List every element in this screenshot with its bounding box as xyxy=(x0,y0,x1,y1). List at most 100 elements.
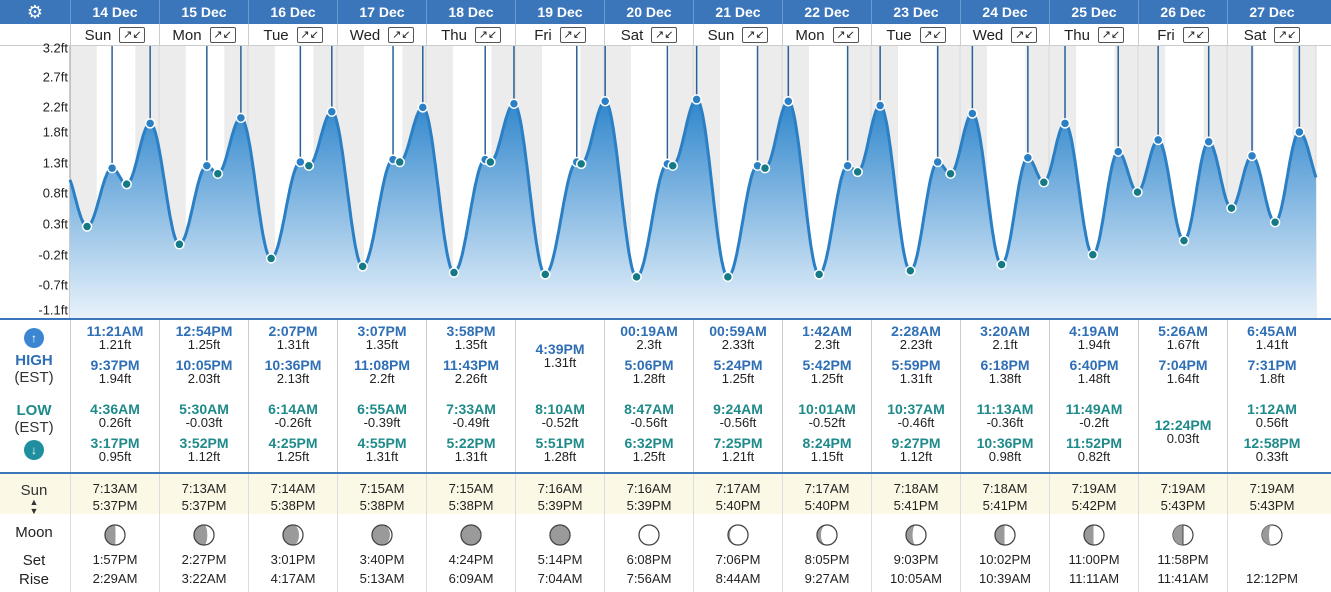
low-tide-point[interactable] xyxy=(394,156,405,168)
high-tide-point[interactable] xyxy=(326,106,338,117)
tide-column: 4:39PM 1.31ft 8:10AM -0.52ft 5:51PM 1.28ft xyxy=(515,320,604,474)
high-tide-entry: 12:54PM 1.25ft xyxy=(160,324,248,352)
high-tide-point[interactable] xyxy=(106,162,118,174)
sun-label: Sun xyxy=(20,482,48,499)
low-tide-point[interactable] xyxy=(1087,249,1099,260)
sunrise-time: 7:16AM xyxy=(537,481,583,496)
expand-icon[interactable]: ↗↙ xyxy=(1274,27,1301,43)
high-tide-point[interactable] xyxy=(417,102,429,113)
low-tide-point[interactable] xyxy=(485,156,496,168)
high-tide-point[interactable] xyxy=(144,118,156,129)
high-tide-point[interactable] xyxy=(932,156,943,168)
expand-icon[interactable]: ↗↙ xyxy=(1097,27,1124,43)
tide-column: 3:20AM 2.1ft 6:18PM 1.38ft 11:13AM -0.36ft 10:… xyxy=(960,320,1049,474)
low-tide-point[interactable] xyxy=(996,259,1007,270)
day-name: Sun xyxy=(84,26,112,44)
high-tide-point[interactable] xyxy=(1022,152,1034,163)
low-tide-point[interactable] xyxy=(121,178,132,190)
low-tide-point[interactable] xyxy=(448,267,460,278)
low-tide-point[interactable] xyxy=(357,261,368,272)
date-1: 14 Dec xyxy=(70,0,159,24)
low-tide-point[interactable] xyxy=(265,253,277,264)
expand-icon[interactable]: ↗↙ xyxy=(119,27,146,43)
high-tide-point[interactable] xyxy=(1059,118,1071,129)
moon-phase-icon xyxy=(371,524,393,546)
high-tide-point[interactable] xyxy=(1294,126,1305,138)
high-tide-height: 1.21ft xyxy=(98,337,132,352)
low-tide-point[interactable] xyxy=(1132,186,1143,198)
high-tide-point[interactable] xyxy=(1246,150,1258,162)
date-header: ⚙ 14 Dec 15 Dec 16 Dec 17 Dec 18 Dec 19 Dec 20… xyxy=(0,0,1331,24)
high-tide-point[interactable] xyxy=(295,156,306,168)
low-tide-entry: 10:36PM 0.98ft xyxy=(961,436,1049,464)
low-tide-point[interactable] xyxy=(945,168,956,179)
low-tide-point[interactable] xyxy=(905,265,916,276)
expand-icon[interactable]: ↗↙ xyxy=(919,27,946,43)
low-tide-height: -0.36ft xyxy=(986,415,1024,430)
high-tide-time: 6:45AM xyxy=(1247,323,1297,339)
sun-column: 7:16AM 5:39PM xyxy=(515,474,604,516)
low-tide-point[interactable] xyxy=(1226,202,1237,214)
high-tide-point[interactable] xyxy=(1112,146,1124,157)
high-tide-point[interactable] xyxy=(1203,136,1214,148)
sunset-time: 5:42PM xyxy=(1071,498,1117,513)
low-tide-point[interactable] xyxy=(667,160,678,171)
expand-icon[interactable]: ↗↙ xyxy=(474,27,501,43)
low-tide-point[interactable] xyxy=(1178,235,1190,246)
tide-column: 3:58PM 1.35ft 11:43PM 2.26ft 7:33AM -0.49ft 5:… xyxy=(426,320,515,474)
expand-icon[interactable]: ↗↙ xyxy=(651,27,678,43)
sunset-time: 5:37PM xyxy=(92,498,138,513)
low-tide-point[interactable] xyxy=(575,158,587,170)
expand-icon[interactable]: ↗↙ xyxy=(388,27,415,43)
high-tide-point[interactable] xyxy=(967,108,978,119)
moon-column: 3:01PM 4:17AM xyxy=(248,514,337,592)
low-tide-point[interactable] xyxy=(540,269,551,280)
high-tide-point[interactable] xyxy=(783,96,794,107)
expand-icon[interactable]: ↗↙ xyxy=(832,27,859,43)
expand-icon[interactable]: ↗↙ xyxy=(559,27,586,43)
low-tide-time: 5:51PM xyxy=(535,435,585,451)
low-tide-point[interactable] xyxy=(174,239,185,250)
expand-icon[interactable]: ↗↙ xyxy=(1011,27,1038,43)
low-tide-time: 8:10AM xyxy=(535,401,585,417)
high-tide-point[interactable] xyxy=(235,112,247,124)
expand-icon[interactable]: ↗↙ xyxy=(296,27,323,43)
expand-icon[interactable]: ↗↙ xyxy=(742,27,769,43)
low-tide-point[interactable] xyxy=(303,160,315,171)
low-tide-point[interactable] xyxy=(631,271,642,283)
tide-column: 11:21AM 1.21ft 9:37PM 1.94ft 4:36AM 0.26ft 3:1… xyxy=(70,320,159,474)
high-tide-entry: 5:24PM 1.25ft xyxy=(694,358,782,386)
low-tide-point[interactable] xyxy=(813,269,825,280)
high-tide-time: 3:58PM xyxy=(446,323,496,339)
moonset-time: 4:24PM xyxy=(448,552,494,567)
sun-column: 7:19AM 5:43PM xyxy=(1227,474,1316,516)
gear-icon[interactable]: ⚙ xyxy=(26,1,44,22)
low-tide-entry: 6:32PM 1.25ft xyxy=(605,436,693,464)
sun-column: 7:13AM 5:37PM xyxy=(159,474,248,516)
low-tide-point[interactable] xyxy=(81,221,93,232)
day-cell: Tue ↗↙ xyxy=(248,24,337,46)
high-tide-entry: 6:40PM 1.48ft xyxy=(1050,358,1138,386)
moonset-time: 11:00PM xyxy=(1068,552,1120,567)
low-tide-point[interactable] xyxy=(722,271,734,283)
sunset-time: 5:40PM xyxy=(804,498,850,513)
expand-icon[interactable]: ↗↙ xyxy=(209,27,236,43)
low-tide-entry: 10:01AM -0.52ft xyxy=(783,402,871,430)
high-tide-point[interactable] xyxy=(508,98,520,109)
low-tide-time: 9:27PM xyxy=(891,435,941,451)
high-tide-point[interactable] xyxy=(842,160,853,171)
high-tide-point[interactable] xyxy=(874,100,886,111)
high-tide-point[interactable] xyxy=(599,96,611,107)
low-tide-point[interactable] xyxy=(212,168,224,179)
low-tide-point[interactable] xyxy=(759,162,771,174)
low-tide-point[interactable] xyxy=(852,166,863,178)
high-tide-point[interactable] xyxy=(691,94,702,105)
low-tide-point[interactable] xyxy=(1269,216,1281,228)
low-tide-point[interactable] xyxy=(1038,177,1050,188)
expand-icon[interactable]: ↗↙ xyxy=(1182,27,1209,43)
high-tide-point[interactable] xyxy=(201,160,213,171)
low-tide-height: -0.2ft xyxy=(1079,415,1109,430)
high-tide-point[interactable] xyxy=(1152,134,1164,146)
high-tide-time: 5:06PM xyxy=(624,357,674,373)
day-cell: Sun ↗↙ xyxy=(693,24,782,46)
